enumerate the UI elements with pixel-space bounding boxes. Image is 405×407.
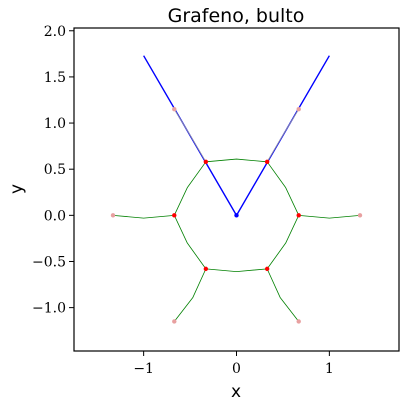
series-line-2 — [266, 109, 300, 163]
data-point-5 — [203, 266, 209, 272]
y-axis-label: y — [7, 184, 27, 194]
x-axis: −1 0 1 — [133, 351, 334, 377]
data-point-10 — [296, 319, 301, 324]
data-point-4 — [296, 213, 301, 218]
data-point-7 — [110, 213, 116, 218]
series-line-5 — [298, 214, 361, 219]
y-tick-label-5: 1.5 — [44, 70, 66, 86]
y-tick-label-3: 0.5 — [44, 162, 66, 178]
y-tick-label-0: −1.0 — [32, 301, 66, 317]
plot-frame — [73, 27, 400, 352]
y-tick-label-1: −0.5 — [32, 254, 66, 270]
data-point-0 — [234, 213, 239, 218]
y-tick-label-6: 2.0 — [44, 24, 66, 40]
x-tick-label-0: −1 — [133, 361, 154, 377]
data-point-9 — [172, 319, 177, 324]
x-tick-label-1: 0 — [232, 361, 241, 377]
series-line-6 — [173, 268, 207, 322]
series-line-0 — [143, 55, 330, 217]
y-tick-label-4: 1.0 — [44, 116, 66, 132]
data-point-3 — [172, 213, 177, 218]
data-point-11 — [172, 107, 177, 112]
series-line-1 — [173, 109, 207, 163]
data-point-8 — [357, 213, 363, 218]
chart-title: Grafeno, bulto — [168, 5, 305, 27]
series-layer — [112, 55, 361, 322]
data-point-2 — [264, 159, 270, 165]
y-axis: −1.0 −0.5 0.0 0.5 1.0 1.5 2.0 — [32, 24, 74, 317]
series-line-7 — [266, 268, 300, 322]
x-axis-label: x — [231, 382, 241, 402]
x-tick-label-2: 1 — [325, 361, 334, 377]
y-tick-label-2: 0.0 — [44, 208, 66, 224]
series-line-4 — [112, 214, 175, 219]
data-point-12 — [296, 107, 301, 112]
data-point-6 — [264, 266, 270, 272]
points-layer — [110, 107, 363, 324]
data-point-1 — [203, 159, 209, 165]
